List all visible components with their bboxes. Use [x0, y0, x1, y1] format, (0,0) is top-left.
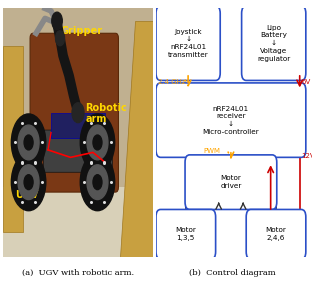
Polygon shape — [120, 21, 153, 257]
Circle shape — [87, 125, 108, 160]
FancyBboxPatch shape — [30, 33, 119, 192]
FancyBboxPatch shape — [246, 210, 306, 259]
FancyBboxPatch shape — [185, 155, 277, 210]
Circle shape — [56, 31, 65, 46]
Text: (a)  UGV with robotic arm.: (a) UGV with robotic arm. — [22, 269, 134, 277]
Text: Joystick
↓
nRF24L01
transmitter: Joystick ↓ nRF24L01 transmitter — [168, 28, 208, 58]
Bar — [3, 187, 153, 257]
Text: UGV: UGV — [15, 190, 38, 200]
Text: 12V: 12V — [301, 153, 312, 159]
Text: 2.4 GHz: 2.4 GHz — [158, 79, 185, 85]
Circle shape — [18, 165, 39, 200]
Text: Robotic
arm: Robotic arm — [85, 103, 127, 124]
Circle shape — [11, 114, 46, 171]
Circle shape — [72, 103, 84, 123]
Text: 6V: 6V — [301, 79, 310, 85]
Text: Motor
2,4,6: Motor 2,4,6 — [266, 227, 286, 241]
Circle shape — [24, 175, 33, 190]
FancyBboxPatch shape — [241, 6, 306, 80]
Circle shape — [52, 12, 62, 30]
FancyBboxPatch shape — [156, 6, 220, 80]
Circle shape — [93, 175, 102, 190]
Circle shape — [11, 154, 46, 211]
Circle shape — [18, 125, 39, 160]
Text: Gripper: Gripper — [60, 26, 102, 36]
Circle shape — [80, 154, 115, 211]
Circle shape — [80, 114, 115, 171]
FancyBboxPatch shape — [156, 210, 216, 259]
Circle shape — [24, 135, 33, 150]
FancyBboxPatch shape — [44, 130, 112, 172]
FancyBboxPatch shape — [156, 83, 306, 157]
FancyBboxPatch shape — [51, 113, 105, 138]
Text: nRF24L01
receiver
↓
Micro-controller: nRF24L01 receiver ↓ Micro-controller — [202, 105, 259, 135]
Text: PWM: PWM — [203, 148, 220, 154]
Polygon shape — [3, 46, 22, 232]
Text: Lipo
Battery
↓
Voltage
regulator: Lipo Battery ↓ Voltage regulator — [257, 25, 290, 62]
Text: (b)  Control diagram: (b) Control diagram — [189, 269, 276, 277]
Text: Motor
1,3,5: Motor 1,3,5 — [175, 227, 196, 241]
Circle shape — [87, 165, 108, 200]
Text: Motor
driver: Motor driver — [220, 175, 241, 189]
Circle shape — [93, 135, 102, 150]
